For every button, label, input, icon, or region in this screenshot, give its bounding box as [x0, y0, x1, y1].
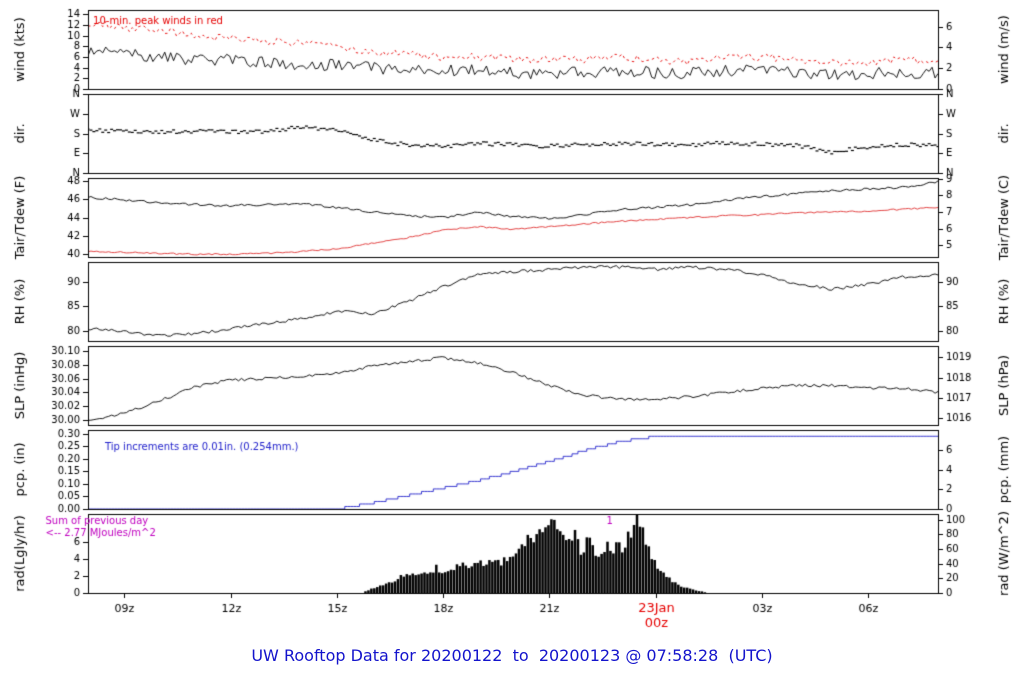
chart-title: UW Rooftop Data for 20200122 to 20200123… — [251, 646, 773, 665]
